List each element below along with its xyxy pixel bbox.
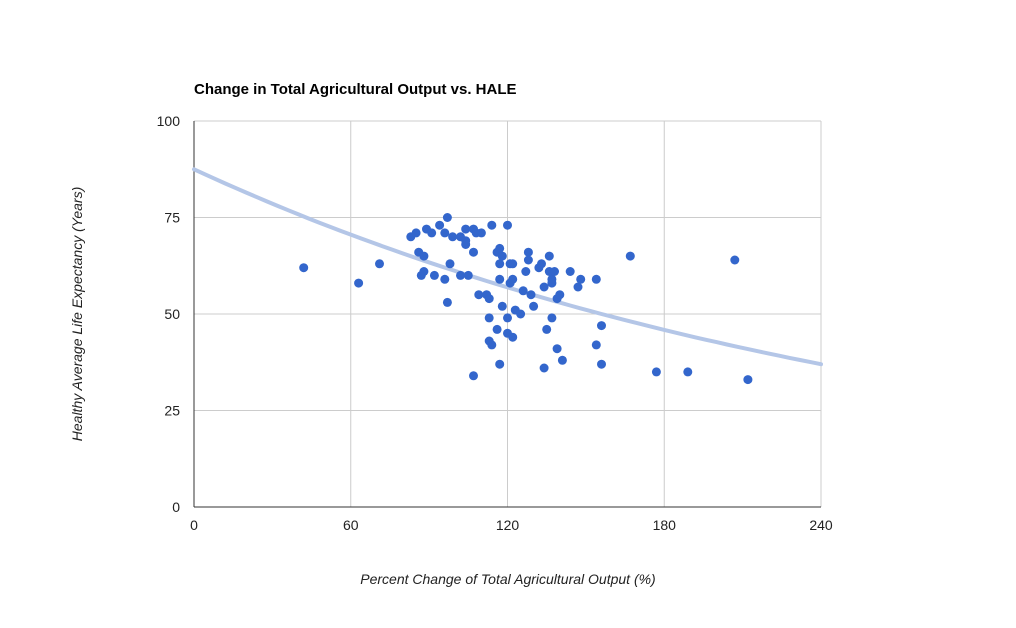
data-point [516, 309, 526, 319]
data-point [354, 278, 364, 288]
data-point [419, 251, 429, 261]
data-point [429, 270, 439, 280]
data-point [539, 282, 549, 292]
data-points [299, 213, 753, 385]
x-tick-label: 180 [653, 517, 677, 533]
data-point [508, 274, 518, 284]
data-point [539, 363, 549, 373]
data-point [523, 255, 533, 265]
data-point [651, 367, 661, 377]
data-point [495, 243, 505, 253]
data-point [469, 247, 478, 257]
data-point [552, 344, 562, 354]
data-point [557, 355, 567, 365]
data-point [419, 267, 429, 276]
data-point [435, 220, 445, 230]
data-point [683, 367, 693, 377]
data-point [492, 324, 502, 334]
data-point [456, 270, 465, 280]
trendline [192, 167, 823, 367]
data-point [597, 321, 606, 331]
data-point [555, 290, 565, 300]
data-point [484, 294, 494, 304]
data-point [550, 267, 559, 276]
data-point [427, 228, 437, 238]
data-point [469, 371, 478, 381]
data-point [565, 267, 575, 276]
data-point [461, 240, 471, 249]
data-point [521, 267, 531, 276]
data-point [730, 255, 740, 265]
data-point [476, 228, 486, 238]
data-point [508, 332, 518, 342]
data-point [411, 228, 421, 238]
data-point [375, 259, 384, 269]
data-point [508, 259, 518, 269]
data-point [495, 259, 505, 269]
data-point [495, 274, 505, 284]
data-point [442, 297, 452, 307]
data-point [529, 301, 539, 311]
data-point [440, 274, 450, 284]
x-tick-label: 0 [190, 517, 198, 533]
data-point [484, 313, 494, 323]
data-point [576, 274, 586, 284]
x-tick-label: 60 [343, 517, 359, 533]
data-point [625, 251, 635, 261]
data-point [544, 251, 554, 261]
data-point [474, 290, 484, 300]
y-tick-label: 25 [164, 403, 180, 419]
data-point [299, 263, 309, 273]
data-point [503, 313, 512, 323]
y-tick-label: 100 [157, 113, 181, 129]
y-axis-label: Healthy Average Life Expectancy (Years) [69, 187, 85, 441]
x-axis-label: Percent Change of Total Agricultural Out… [360, 571, 655, 587]
data-point [487, 340, 497, 350]
y-tick-label: 75 [164, 210, 180, 226]
data-point [591, 340, 601, 350]
data-point [495, 359, 505, 369]
data-point [542, 324, 552, 334]
data-point [497, 301, 507, 311]
data-point [743, 375, 753, 385]
data-point [445, 259, 455, 269]
data-point [461, 224, 471, 234]
data-point [440, 228, 450, 238]
chart-title: Change in Total Agricultural Output vs. … [194, 81, 517, 98]
y-tick-label: 0 [172, 499, 180, 515]
data-point [547, 313, 557, 323]
data-point [526, 290, 536, 300]
x-tick-label: 120 [496, 517, 520, 533]
data-point [497, 251, 507, 261]
data-point [523, 247, 533, 257]
tick-labels: 0 60 120 180 240 0 25 50 75 100 [157, 113, 833, 533]
data-point [503, 220, 512, 230]
data-point [518, 286, 528, 296]
data-point [463, 270, 473, 280]
data-point [487, 220, 497, 230]
data-point [597, 359, 606, 369]
data-point [442, 213, 452, 222]
y-tick-label: 50 [164, 306, 180, 322]
data-point [448, 232, 458, 242]
data-point [537, 259, 546, 269]
data-point [547, 278, 557, 288]
data-point [591, 274, 601, 284]
x-tick-label: 240 [809, 517, 833, 533]
data-point [573, 282, 583, 292]
